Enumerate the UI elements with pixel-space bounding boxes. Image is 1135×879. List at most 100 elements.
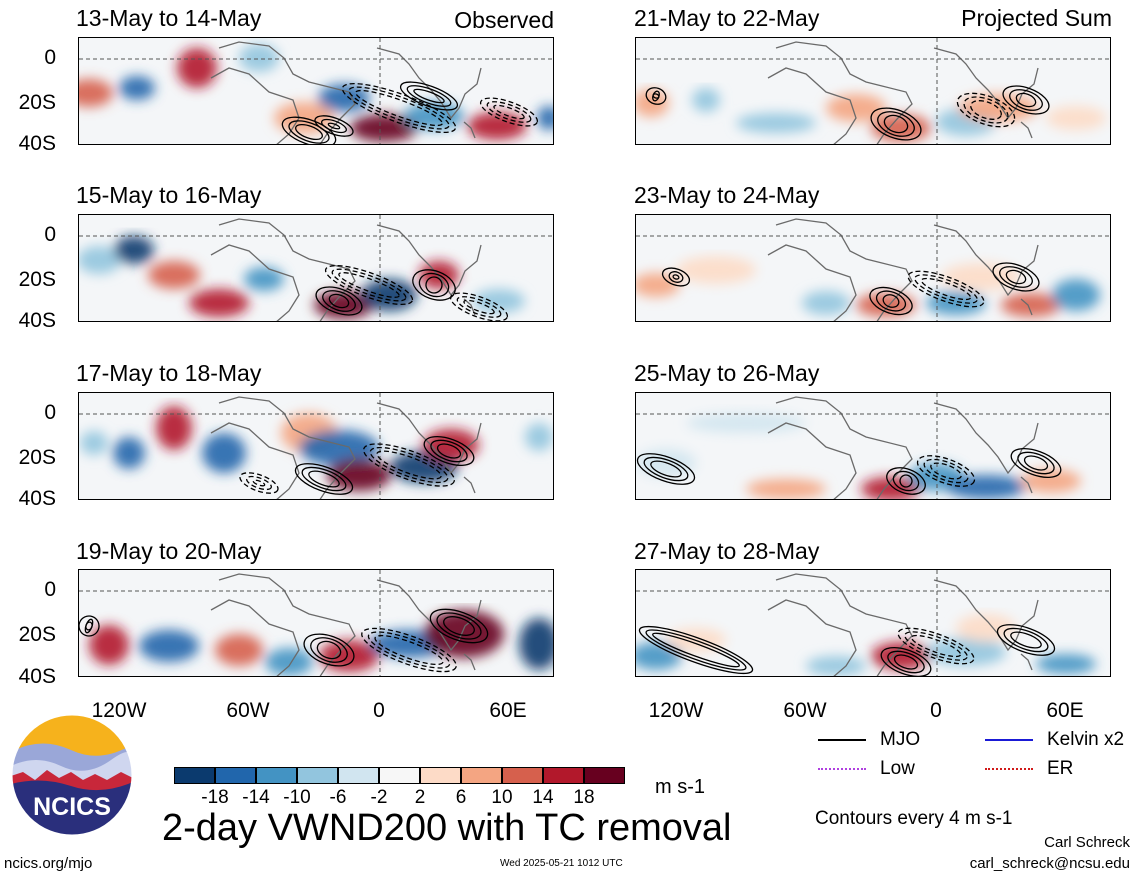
- anomaly-blob: [746, 479, 826, 499]
- map-panel-1: [78, 37, 554, 145]
- lat-label-20s: 20S: [18, 91, 56, 114]
- legend-mjo: MJO: [818, 729, 920, 751]
- panel-tag-projected: Projected Sum: [961, 5, 1112, 31]
- mjo-contour: [367, 631, 451, 669]
- anomaly-blob: [139, 630, 199, 662]
- lon-label-120w: 120W: [648, 699, 704, 722]
- anomaly-blob: [80, 431, 108, 455]
- coastline: [218, 41, 356, 144]
- map-canvas: [79, 393, 553, 499]
- mjo-contour: [324, 264, 414, 306]
- colorbar-swatch: [584, 767, 625, 784]
- mjo-contour: [436, 443, 462, 459]
- mjo-contour: [295, 123, 323, 141]
- mjo-contour: [328, 293, 350, 309]
- mjo-contour: [870, 107, 922, 141]
- colorbar-tick-label: -18: [201, 787, 229, 808]
- mjo-contour: [316, 640, 342, 660]
- lat-label-40s: 40S: [18, 665, 56, 688]
- mjo-contour: [348, 86, 450, 130]
- lat-label-20s: 20S: [18, 446, 56, 469]
- map-canvas: [636, 570, 1110, 676]
- mjo-contour: [650, 460, 682, 478]
- map-canvas: [79, 570, 553, 676]
- mjo-contour: [661, 267, 691, 287]
- mjo-contour: [361, 627, 457, 673]
- anomaly-blob: [806, 656, 866, 676]
- mjo-contour: [327, 122, 341, 130]
- mjo-contour: [79, 615, 100, 637]
- panel-title-8: 27-May to 28-May: [634, 538, 820, 564]
- mjo-contour: [486, 101, 532, 123]
- anomaly-shading: [89, 610, 553, 676]
- map-panel-8: [635, 569, 1111, 677]
- panel-title-7: 25-May to 26-May: [634, 360, 820, 386]
- mjo-contour: [493, 104, 525, 120]
- legend-er-label: ER: [1047, 758, 1074, 779]
- colorbar-tick-label: -14: [242, 787, 270, 808]
- mjo-contour: [413, 88, 445, 104]
- footer-site: ncics.org/mjo: [4, 855, 93, 872]
- lon-label-120w: 120W: [91, 699, 147, 722]
- mjo-contour: [314, 115, 354, 137]
- coastline: [376, 224, 482, 297]
- coastline: [767, 599, 857, 676]
- coastline: [767, 244, 857, 321]
- mjo-contour: [399, 81, 459, 111]
- mjo-contour: [443, 616, 475, 636]
- colorbar-swatch: [461, 767, 502, 784]
- mjo-contour: [355, 89, 443, 127]
- colorbar-swatch: [297, 767, 338, 784]
- mjo-contour: [456, 296, 502, 318]
- panel-title-1: 13-May to 14-May: [76, 5, 262, 31]
- mjo-contour: [652, 93, 660, 99]
- lon-label-0: 0: [373, 699, 385, 722]
- anomaly-blob: [119, 76, 155, 100]
- mjo-contour: [281, 116, 337, 144]
- colorbar-unit: m s-1: [655, 776, 705, 798]
- lon-label-60w: 60W: [226, 699, 270, 722]
- colorbar-swatch: [215, 767, 256, 784]
- lat-label-40s: 40S: [18, 309, 56, 332]
- map-canvas: [79, 38, 553, 144]
- mjo-contour: [999, 266, 1033, 288]
- mjo-contour: [643, 456, 689, 482]
- colorbar-tick-label: 2: [414, 787, 426, 808]
- lon-label-0: 0: [930, 699, 942, 722]
- legend-kelvin-label: Kelvin x2: [1047, 729, 1125, 750]
- coastline: [767, 67, 857, 144]
- coastline: [933, 402, 1039, 475]
- coastline: [775, 396, 913, 499]
- anomaly-blob: [1036, 654, 1096, 674]
- colorbar-tick-label: 6: [455, 787, 467, 808]
- mjo-contour: [1010, 631, 1042, 649]
- lat-label-0: 0: [44, 46, 56, 69]
- footer-author: Carl Schreck: [1044, 834, 1130, 851]
- mjo-contour: [638, 625, 754, 675]
- map-panel-6: [635, 214, 1111, 322]
- mjo-contour: [904, 631, 968, 661]
- footer-email: carl_schreck@ncsu.edu: [969, 855, 1130, 872]
- map-panel-7: [635, 392, 1111, 500]
- ncics-logo-text: NCICS: [33, 793, 111, 821]
- anomaly-blob: [79, 246, 121, 274]
- mjo-contour: [376, 450, 442, 480]
- legend-kelvin-line: [985, 738, 1033, 741]
- anomaly-shading: [636, 256, 1100, 317]
- mjo-contour: [652, 632, 740, 668]
- mjo-contour: [246, 475, 272, 491]
- panel-title-5: 21-May to 22-May: [634, 5, 820, 31]
- contour-note: Contours every 4 m s-1: [815, 808, 1013, 829]
- mjo-contour: [436, 612, 482, 640]
- mjo-contour: [887, 650, 925, 674]
- anomaly-blob: [327, 459, 391, 491]
- legend-low-label: Low: [880, 758, 915, 779]
- mjo-contour: [877, 111, 915, 137]
- anomaly-blob: [1001, 293, 1061, 317]
- coastline: [210, 244, 300, 321]
- anomaly-blob: [467, 112, 527, 140]
- coastline: [210, 599, 300, 676]
- legend-mjo-line: [818, 738, 866, 741]
- colorbar-swatch: [420, 767, 461, 784]
- mjo-contour: [321, 118, 347, 134]
